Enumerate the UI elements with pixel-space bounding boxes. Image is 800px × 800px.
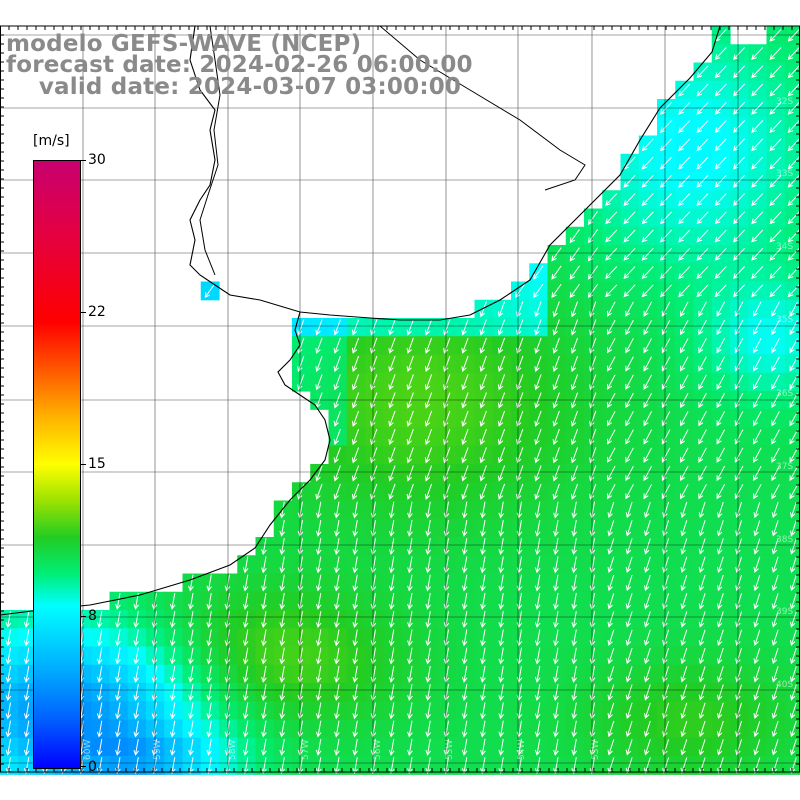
colorbar-tick [80, 464, 86, 465]
colorbar-label: 15 [88, 456, 106, 472]
lat-label: 40S [776, 680, 793, 690]
colorbar-label: 8 [88, 608, 97, 624]
border-line [199, 25, 221, 276]
valid-date-text: valid date: 2024-03-07 03:00:00 [38, 74, 462, 100]
lon-label: 59W [153, 740, 163, 760]
valid-date: valid date: 2024-03-07 03:00:00 [6, 75, 461, 99]
colorbar-label: 22 [88, 304, 106, 320]
lon-label: 56W [373, 740, 383, 760]
colorbar-tick [80, 160, 86, 161]
lat-label: 39S [776, 607, 793, 617]
lat-lon-grid [0, 26, 800, 772]
colorbar-tick [80, 766, 86, 767]
colorbar-tick [80, 312, 86, 313]
lat-label: 33S [776, 169, 793, 179]
lat-label: 38S [776, 535, 793, 545]
lon-label: 60W [83, 740, 93, 760]
lagoon-outline [379, 25, 586, 191]
colorbar-label-min: 0 [88, 759, 97, 775]
colorbar [33, 160, 81, 769]
coastline-argentina [0, 311, 331, 616]
lon-label: 54W [517, 740, 527, 760]
lat-label: 32S [776, 97, 793, 107]
lon-label: 55W [445, 740, 455, 760]
model-title: modelo GEFS-WAVE (NCEP) [6, 31, 362, 57]
lon-label: 53W [591, 740, 601, 760]
lat-label: 35S [776, 315, 793, 325]
colorbar-label-max: 30 [88, 152, 106, 168]
colorbar-tick [80, 616, 86, 617]
lon-label: 57W [301, 740, 311, 760]
colorbar-units: [m/s] [33, 133, 70, 149]
lat-label: 34S [776, 242, 793, 252]
lat-label: 37S [776, 462, 793, 472]
lon-label: 58W [228, 740, 238, 760]
lat-label: 36S [776, 389, 793, 399]
forecast-date: forecast date: 2024-02-26 06:00:00 [6, 52, 473, 78]
